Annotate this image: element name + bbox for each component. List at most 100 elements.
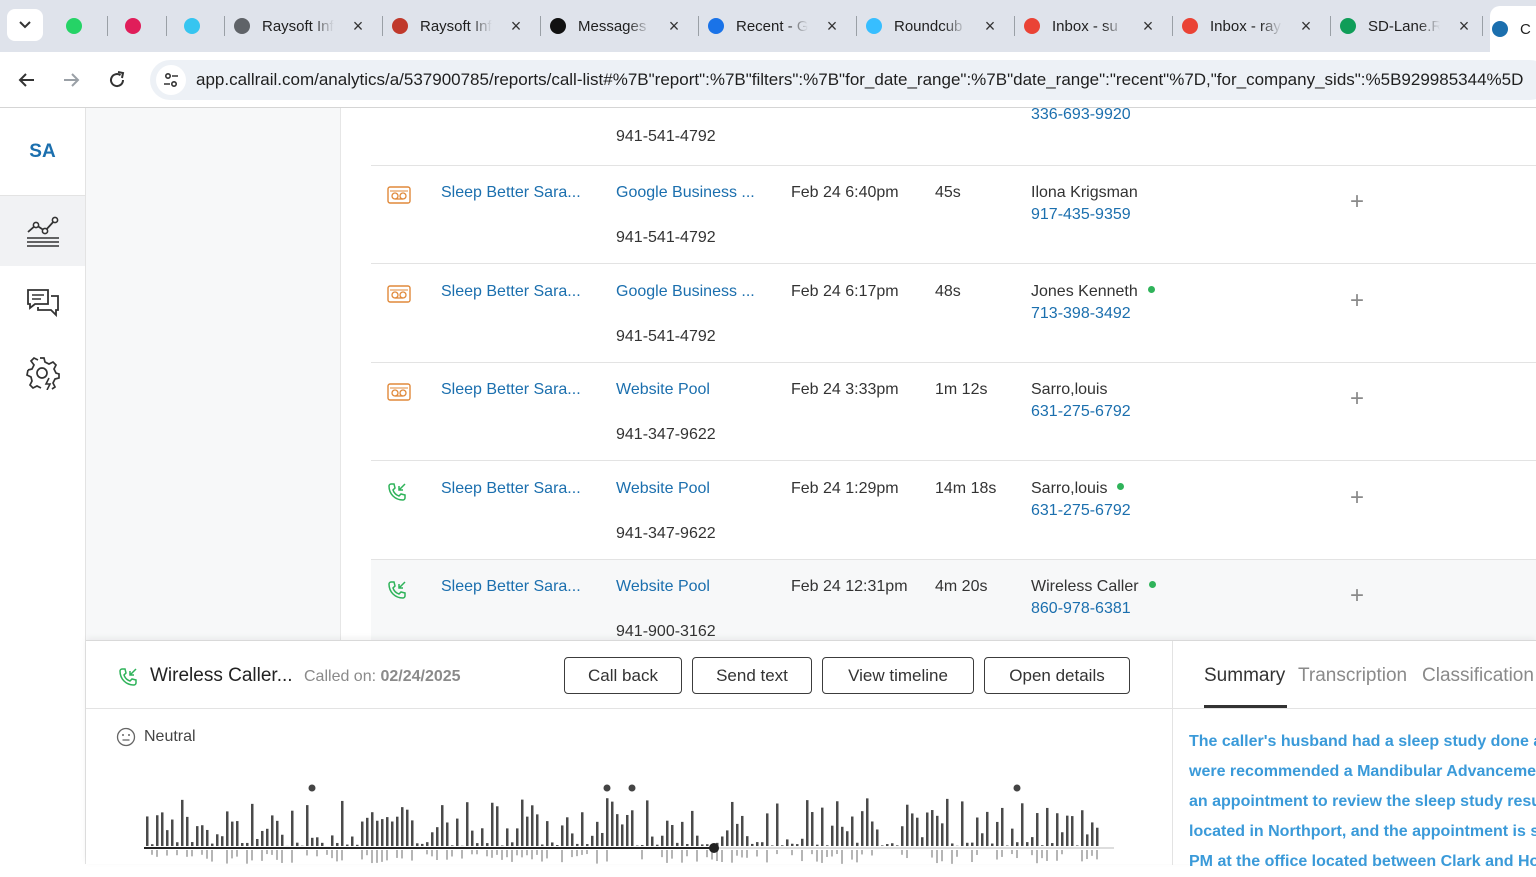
waveform-bar-agent: [786, 839, 789, 846]
browser-tab[interactable]: Messages×: [548, 8, 684, 44]
customer-phone[interactable]: 713-398-3492: [1031, 305, 1131, 323]
browser-tab[interactable]: Recent - G×: [706, 8, 842, 44]
add-tag-button[interactable]: +: [1350, 385, 1364, 413]
customer-name-cell: Sarro,louis: [1031, 381, 1107, 399]
tab-summary[interactable]: Summary: [1204, 665, 1285, 687]
customer-name[interactable]: Ilona Krigsman: [1031, 184, 1138, 201]
nav-settings[interactable]: [0, 338, 85, 408]
tab-search-button[interactable]: [7, 9, 43, 41]
tab-separator: [107, 16, 108, 36]
add-tag-button[interactable]: +: [1350, 287, 1364, 315]
close-tab-icon[interactable]: ×: [980, 16, 1000, 37]
waveform-bar-caller: [1086, 850, 1088, 859]
customer-phone[interactable]: 917-435-9359: [1031, 206, 1131, 224]
waveform-bar-agent: [821, 808, 824, 846]
forward-button[interactable]: [56, 65, 86, 95]
waveform-bar-agent: [931, 810, 934, 846]
browser-tab-title: Inbox - ray: [1210, 18, 1282, 35]
customer-phone[interactable]: 631-275-6792: [1031, 403, 1131, 421]
waveform-bar-caller: [1061, 850, 1063, 854]
waveform-bar-agent: [586, 844, 589, 846]
globe-icon: [232, 16, 252, 36]
browser-tab[interactable]: Inbox - su×: [1022, 8, 1158, 44]
waveform-bar-agent: [641, 845, 644, 846]
keyword-marker[interactable]: [629, 785, 636, 792]
customer-name[interactable]: Sarro,louis: [1031, 381, 1107, 398]
source-link[interactable]: Website Pool: [616, 578, 710, 596]
waveform-bar-agent: [836, 801, 839, 846]
company-link[interactable]: Sleep Better Sara...: [441, 578, 581, 596]
site-info-button[interactable]: [156, 65, 186, 95]
browser-tab[interactable]: [56, 8, 96, 44]
browser-tab[interactable]: [174, 8, 214, 44]
table-row-partial[interactable]: 941-541-4792 336-693-9920: [371, 108, 1536, 166]
add-tag-button[interactable]: +: [1350, 582, 1364, 610]
reload-button[interactable]: [102, 65, 132, 95]
send-text-button[interactable]: Send text: [692, 657, 812, 694]
customer-name[interactable]: Jones Kenneth: [1031, 283, 1138, 300]
browser-tab[interactable]: Roundcub×: [864, 8, 1000, 44]
waveform-bar-caller: [381, 850, 383, 862]
add-tag-button[interactable]: +: [1350, 188, 1364, 216]
company-link[interactable]: Sleep Better Sara...: [441, 184, 581, 202]
customer-phone[interactable]: 631-275-6792: [1031, 502, 1131, 520]
browser-tab[interactable]: C: [1490, 6, 1536, 52]
company-link[interactable]: Sleep Better Sara...: [441, 480, 581, 498]
waveform-bar-agent: [1031, 837, 1034, 846]
customer-name[interactable]: Wireless Caller: [1031, 578, 1139, 595]
company-link[interactable]: Sleep Better Sara...: [441, 283, 581, 301]
browser-tab[interactable]: SD-Lane.R×: [1338, 8, 1474, 44]
close-tab-icon[interactable]: ×: [506, 16, 526, 37]
tab-transcription[interactable]: Transcription: [1298, 665, 1407, 687]
source-link[interactable]: Google Business ...: [616, 184, 755, 202]
add-tag-button[interactable]: +: [1350, 484, 1364, 512]
close-tab-icon[interactable]: ×: [664, 16, 684, 37]
company-link[interactable]: Sleep Better Sara...: [441, 381, 581, 399]
call-date: Feb 24 12:31pm: [791, 578, 908, 596]
waveform-bar-agent: [686, 844, 689, 846]
slack-icon: [182, 16, 202, 36]
account-avatar[interactable]: SA: [0, 108, 85, 196]
keyword-marker[interactable]: [1014, 785, 1021, 792]
back-button[interactable]: [12, 65, 42, 95]
source-link[interactable]: Google Business ...: [616, 283, 755, 301]
open-details-button[interactable]: Open details: [984, 657, 1130, 694]
source-link[interactable]: Website Pool: [616, 381, 710, 399]
view-timeline-button[interactable]: View timeline: [822, 657, 974, 694]
call-audio-waveform[interactable]: [144, 781, 1114, 865]
waveform-bar-agent: [1026, 842, 1029, 846]
address-bar[interactable]: app.callrail.com/analytics/a/537900785/r…: [150, 60, 1536, 100]
customer-name[interactable]: Sarro,louis: [1031, 480, 1107, 497]
close-tab-icon[interactable]: ×: [822, 16, 842, 37]
browser-tab[interactable]: Raysoft Inf×: [232, 8, 368, 44]
browser-tab[interactable]: [115, 8, 155, 44]
inbound-call-icon: [387, 482, 407, 507]
waveform-bar-agent: [826, 845, 829, 846]
customer-phone[interactable]: 336-693-9920: [1031, 108, 1131, 124]
waveform-bar-caller: [561, 850, 563, 862]
keyword-marker[interactable]: [309, 785, 316, 792]
close-tab-icon[interactable]: ×: [1454, 16, 1474, 37]
close-tab-icon[interactable]: ×: [1296, 16, 1316, 37]
waveform-bar-agent: [426, 842, 429, 846]
nav-analytics[interactable]: [0, 196, 85, 266]
table-row[interactable]: Sleep Better Sara... Google Business ... 9…: [371, 166, 1536, 264]
tab-classification[interactable]: Classification: [1422, 665, 1534, 687]
keyword-marker[interactable]: [604, 785, 611, 792]
browser-tab[interactable]: Inbox - ray ×: [1180, 8, 1316, 44]
close-tab-icon[interactable]: ×: [1138, 16, 1158, 37]
playback-scrubber-handle[interactable]: [709, 843, 719, 853]
nav-conversations[interactable]: [0, 268, 85, 338]
table-row[interactable]: Sleep Better Sara...Google Business ...9…: [371, 265, 1536, 363]
call-back-button[interactable]: Call back: [564, 657, 682, 694]
close-tab-icon[interactable]: ×: [348, 16, 368, 37]
customer-phone[interactable]: 860-978-6381: [1031, 600, 1131, 618]
waveform-bar-caller: [281, 850, 283, 863]
settings-gear-icon: [25, 356, 61, 390]
source-link[interactable]: Website Pool: [616, 480, 710, 498]
browser-tab[interactable]: Raysoft Inf×: [390, 8, 526, 44]
waveform-bar-agent: [946, 799, 949, 846]
